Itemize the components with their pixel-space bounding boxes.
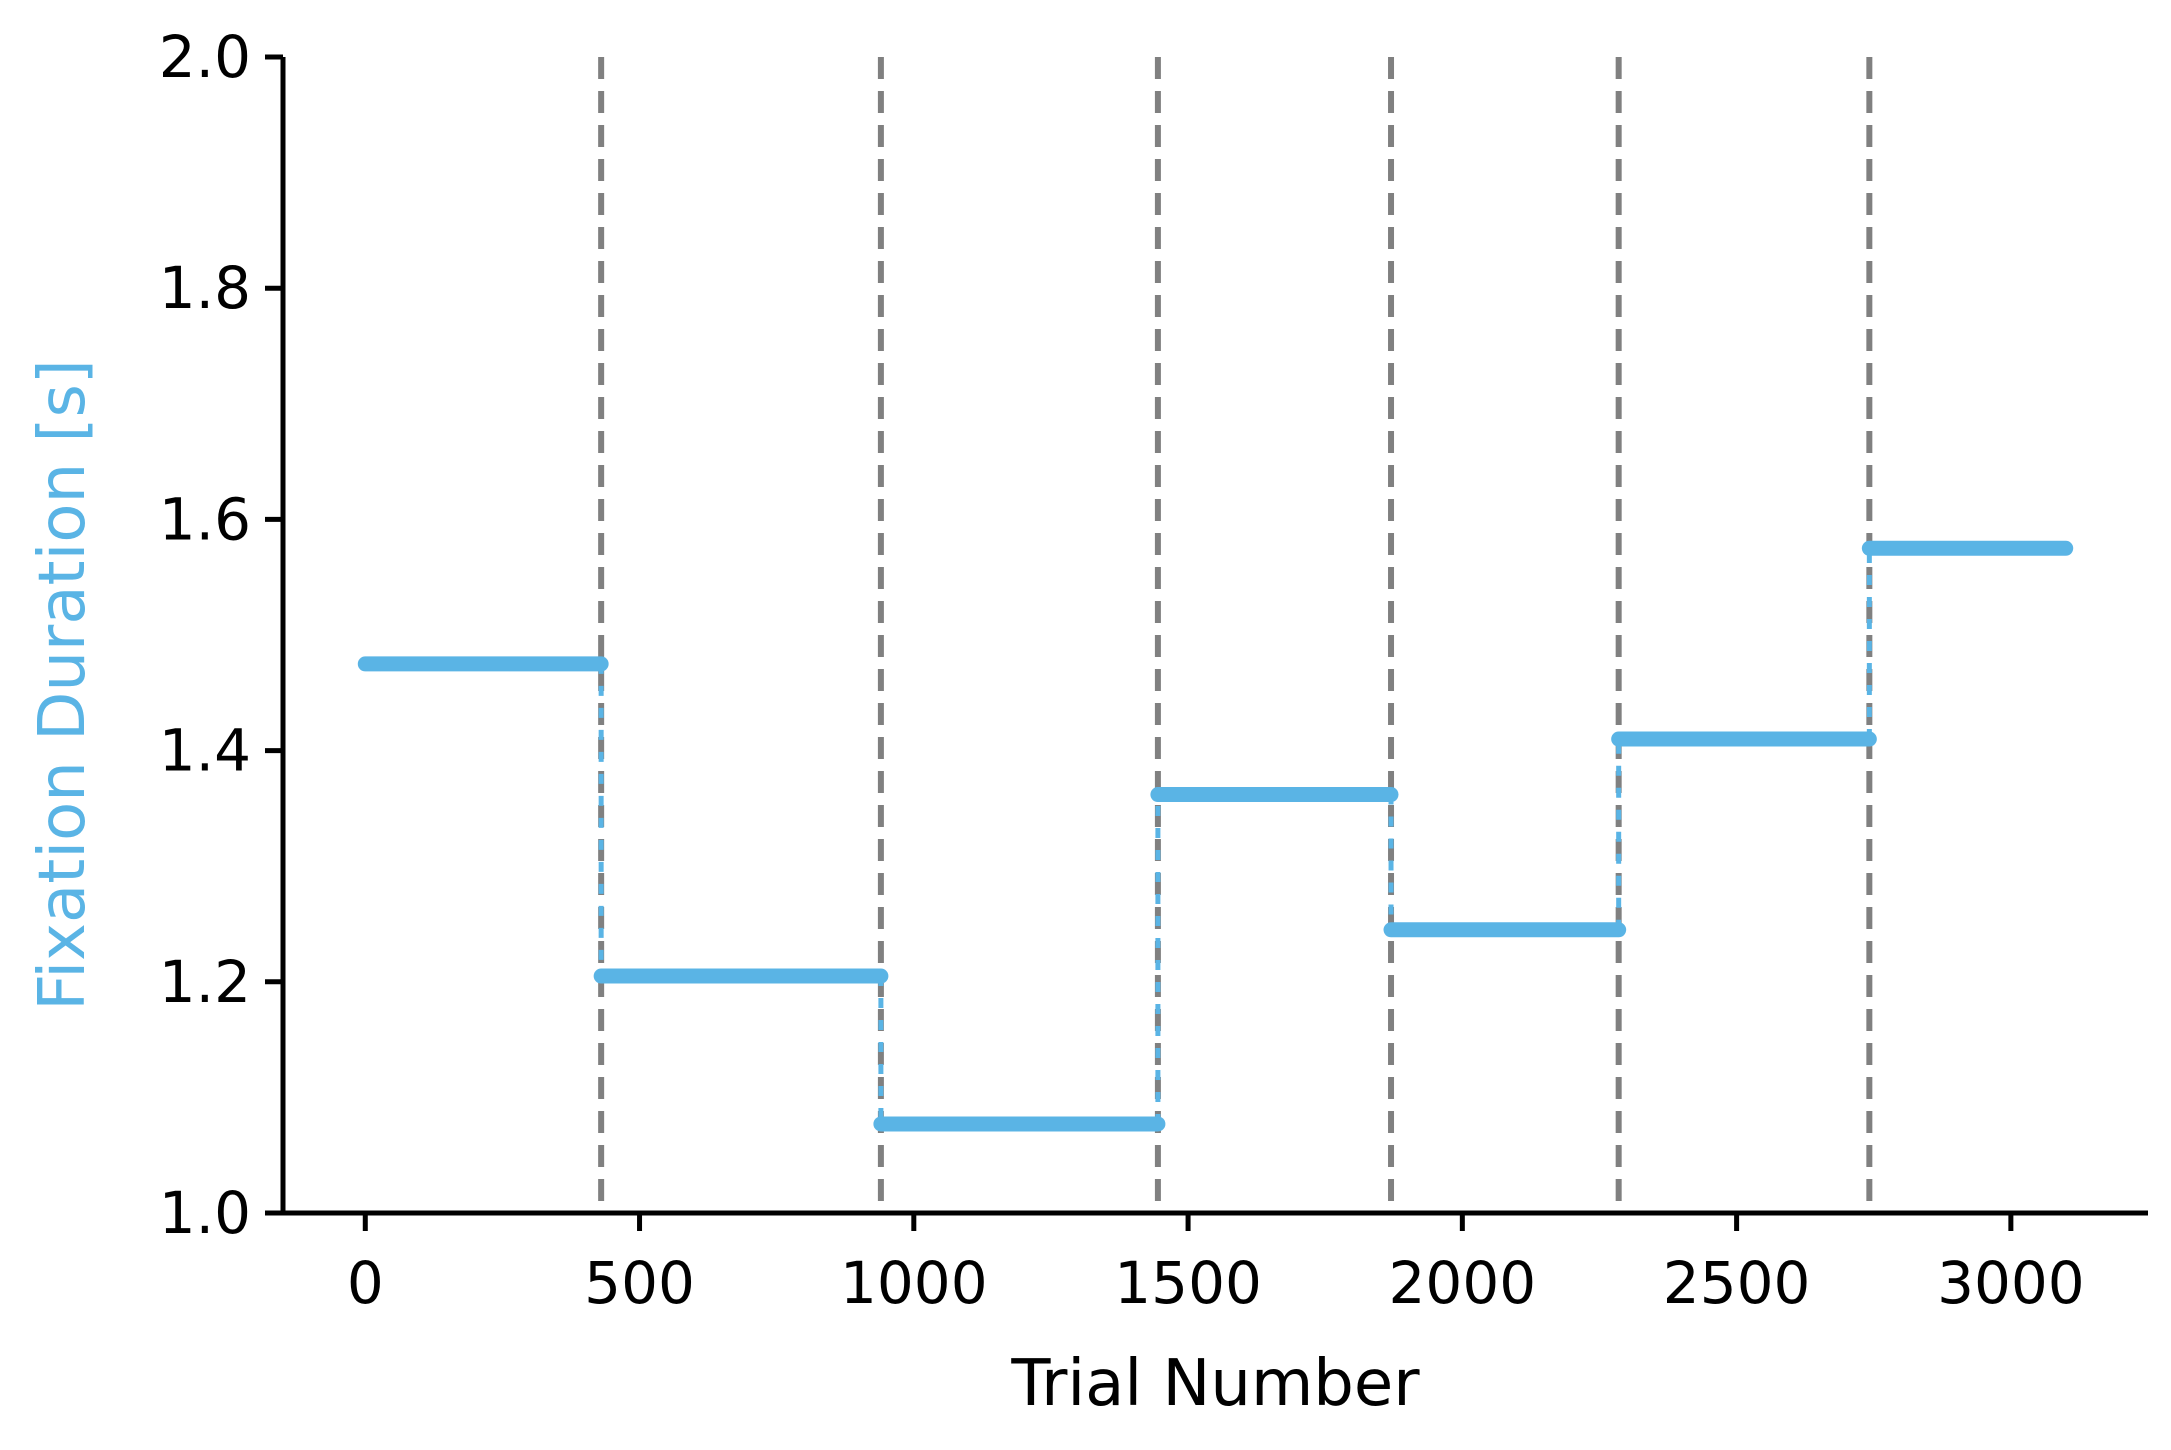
y-ticks: 1.0 1.2 1.4 1.6 1.8 2.0 xyxy=(159,23,283,1247)
x-tick-label-2: 1000 xyxy=(840,1249,988,1317)
y-tick-label-1: 1.2 xyxy=(159,948,251,1016)
vertical-dashed-lines xyxy=(598,57,1873,1213)
series-fixation-duration xyxy=(357,540,2074,1132)
x-tick-label-6: 3000 xyxy=(1937,1249,2085,1317)
x-ticks: 0 500 1000 1500 2000 2500 3000 xyxy=(347,1213,2085,1317)
x-tick-label-1: 500 xyxy=(584,1249,695,1317)
x-axis-title: Trial Number xyxy=(1010,1347,1420,1421)
x-tick-label-4: 2000 xyxy=(1389,1249,1537,1317)
axes xyxy=(280,57,2148,1216)
y-tick-label-3: 1.6 xyxy=(159,485,251,553)
y-tick-label-4: 1.8 xyxy=(159,254,251,322)
x-tick-label-5: 2500 xyxy=(1663,1249,1811,1317)
y-axis-title: Fixation Duration [s] xyxy=(26,359,100,1011)
x-tick-label-0: 0 xyxy=(347,1249,384,1317)
x-tick-label-3: 1500 xyxy=(1114,1249,1262,1317)
y-tick-label-5: 2.0 xyxy=(159,23,251,91)
y-tick-label-0: 1.0 xyxy=(159,1179,251,1247)
y-tick-label-2: 1.4 xyxy=(159,717,251,785)
